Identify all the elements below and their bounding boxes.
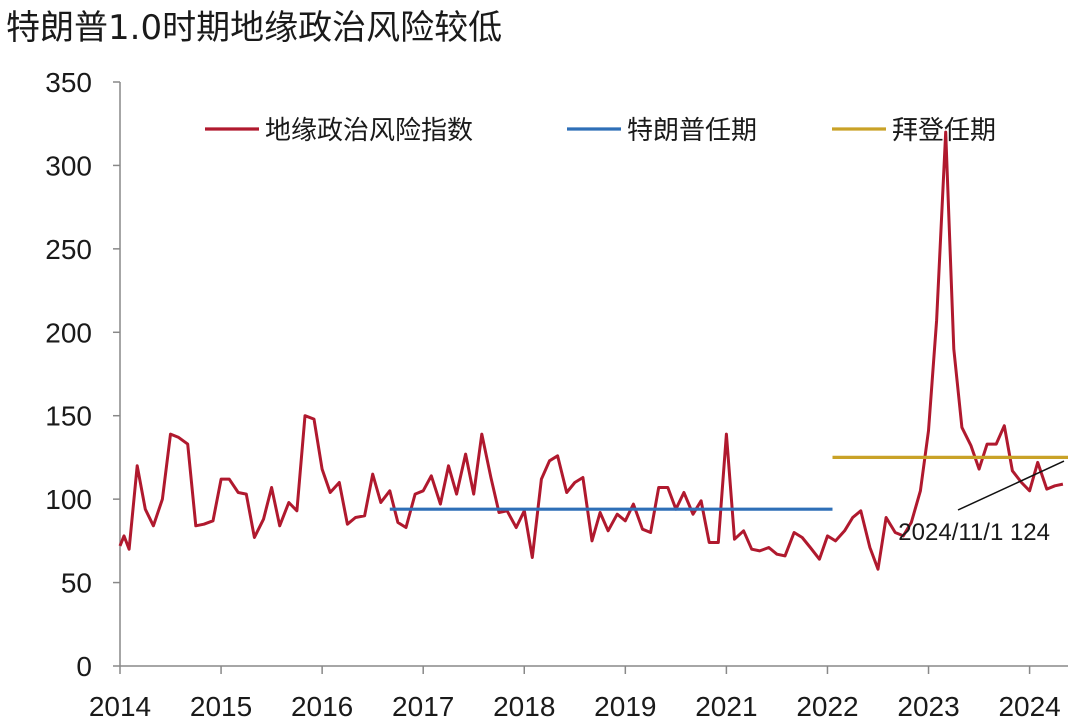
y-tick-label: 200	[45, 317, 92, 348]
x-axis-ticks: 2014 2015 2016 2017 2018 2019 2021 2022 2023 2024	[89, 666, 1061, 722]
legend-item-biden-term: 拜登任期	[832, 116, 996, 146]
annotation: 2024/11/1 124	[898, 460, 1065, 546]
legend-label: 特朗普任期	[627, 116, 757, 146]
y-tick-label: 350	[45, 67, 92, 98]
y-tick-label: 150	[45, 401, 92, 432]
y-tick-label: 100	[45, 484, 92, 515]
legend-label: 地缘政治风险指数	[265, 116, 473, 146]
y-tick-label: 250	[45, 234, 92, 265]
x-tick-label: 2022	[796, 691, 858, 722]
geopolitical-risk-index-line	[118, 130, 1064, 571]
x-tick-label: 2021	[695, 691, 757, 722]
y-tick-label: 50	[61, 568, 92, 599]
legend-label: 拜登任期	[892, 116, 996, 146]
x-tick-label: 2015	[190, 691, 252, 722]
y-tick-label: 0	[76, 651, 92, 682]
x-tick-label: 2016	[291, 691, 353, 722]
legend-item-risk-index: 地缘政治风险指数	[205, 116, 473, 146]
annotation-leader-line	[957, 460, 1065, 511]
x-tick-label: 2023	[897, 691, 959, 722]
x-tick-label: 2024	[998, 691, 1060, 722]
series-layer	[118, 130, 1068, 571]
legend-item-trump-term: 特朗普任期	[567, 116, 757, 146]
x-tick-label: 2018	[493, 691, 555, 722]
y-tick-label: 300	[45, 150, 92, 181]
x-tick-label: 2019	[594, 691, 656, 722]
x-tick-label: 2014	[89, 691, 151, 722]
chart-title: 特朗普1.0时期地缘政治风险较低	[6, 8, 503, 48]
y-axis-ticks: 0 50 100 150 200 250 300 350	[45, 67, 120, 682]
legend: 地缘政治风险指数 特朗普任期 拜登任期	[205, 116, 996, 146]
x-tick-label: 2017	[392, 691, 454, 722]
annotation-label: 2024/11/1 124	[898, 519, 1050, 546]
